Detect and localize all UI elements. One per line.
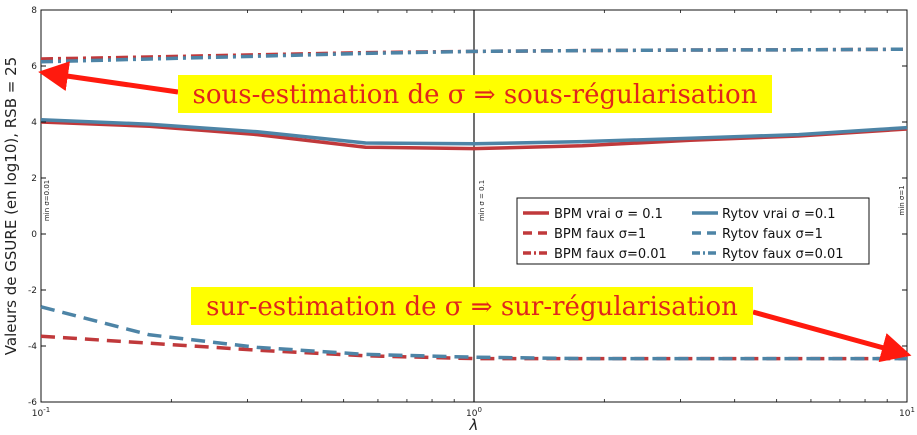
legend-label-3: Rytov vrai σ =0.1 xyxy=(722,207,836,222)
legend-label-4: Rytov faux σ=1 xyxy=(722,227,823,242)
legend-label-5: Rytov faux σ=0.01 xyxy=(722,247,844,262)
annotation-highlight-1 xyxy=(191,287,753,325)
min-vline-label: min σ = 0.1 xyxy=(478,180,486,221)
legend: BPM vrai σ = 0.1 BPM faux σ=1 BPM faux σ=0… xyxy=(516,197,870,265)
series-line-3 xyxy=(40,118,908,146)
y-axis-label: Valeurs de GSURE (en log10), RSB = 25 xyxy=(2,57,20,355)
min-vline-label: min σ=0.01 xyxy=(43,180,51,221)
series-line-4 xyxy=(40,305,907,361)
x-axis-label: λ xyxy=(469,416,479,434)
y-ticks: -6 -4 -2 0 2 4 6 8 xyxy=(28,6,907,408)
y-tick-label: 2 xyxy=(31,174,37,184)
x-tick-label: 101 xyxy=(899,406,915,419)
y-tick-label: 8 xyxy=(31,6,37,16)
min-vline-label: min σ=1 xyxy=(898,185,906,215)
annotation-arrow-0 xyxy=(38,61,179,95)
annotation-highlight-0 xyxy=(178,75,772,113)
annotation-arrow-1 xyxy=(752,309,912,363)
legend-label-0: BPM vrai σ = 0.1 xyxy=(554,207,663,222)
series-line-1 xyxy=(40,334,907,361)
annotations: sous-estimation de σ ⇒ sous-régularisati… xyxy=(38,61,912,363)
y-tick-label: 6 xyxy=(31,62,37,72)
legend-label-1: BPM faux σ=1 xyxy=(554,227,646,242)
series-lines xyxy=(40,47,908,361)
legend-label-2: BPM faux σ=0.01 xyxy=(554,247,667,262)
series-line-5 xyxy=(40,47,908,64)
annotation-text-0: sous-estimation de σ ⇒ sous-régularisati… xyxy=(193,80,758,110)
y-tick-label: 4 xyxy=(31,118,37,128)
y-tick-label: -4 xyxy=(28,342,37,352)
x-tick-label: 100 xyxy=(466,406,482,419)
y-tick-label: -2 xyxy=(28,286,37,296)
x-tick-label: 10-1 xyxy=(32,406,50,419)
x-ticks: 10-1 100 101 xyxy=(32,10,915,419)
y-tick-label: -6 xyxy=(28,398,37,408)
annotation-text-1: sur-estimation de σ ⇒ sur-régularisation xyxy=(206,292,738,322)
y-tick-label: 0 xyxy=(31,230,37,240)
